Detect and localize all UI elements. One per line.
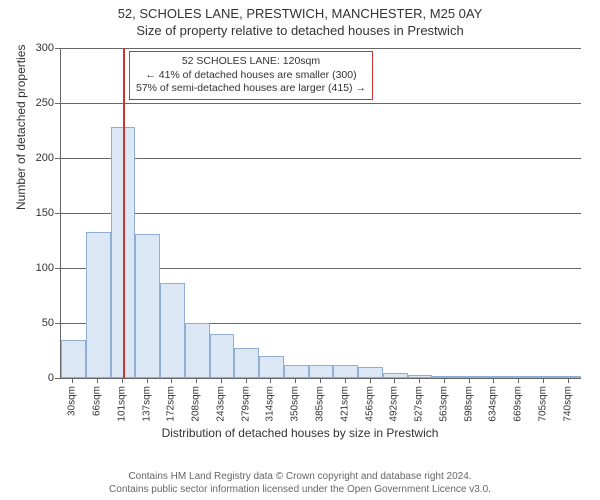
annotation-line2: ← 41% of detached houses are smaller (30… — [136, 69, 366, 83]
histogram-bar — [86, 232, 111, 378]
xtick-label: 279sqm — [240, 386, 251, 422]
xtick-label: 527sqm — [414, 386, 425, 422]
histogram-bar — [284, 365, 309, 378]
xtick-mark — [493, 378, 494, 383]
xtick-mark — [147, 378, 148, 383]
xtick-mark — [97, 378, 98, 383]
xtick-mark — [469, 378, 470, 383]
xtick-mark — [122, 378, 123, 383]
xtick-mark — [444, 378, 445, 383]
plot-area: 52 SCHOLES LANE: 120sqm ← 41% of detache… — [60, 48, 581, 379]
xtick-mark — [270, 378, 271, 383]
page-title-address: 52, SCHOLES LANE, PRESTWICH, MANCHESTER,… — [0, 0, 600, 21]
xtick-label: 243sqm — [215, 386, 226, 422]
ytick-label: 0 — [48, 372, 54, 384]
reference-line — [123, 48, 125, 378]
xtick-mark — [72, 378, 73, 383]
x-axis-label: Distribution of detached houses by size … — [0, 426, 600, 440]
annotation-line1: 52 SCHOLES LANE: 120sqm — [136, 55, 366, 69]
xtick-label: 740sqm — [562, 386, 573, 422]
xtick-label: 563sqm — [438, 386, 449, 422]
histogram-chart: 52 SCHOLES LANE: 120sqm ← 41% of detache… — [60, 48, 580, 408]
y-axis-label: Number of detached properties — [14, 45, 28, 210]
histogram-bar — [333, 365, 358, 378]
histogram-bar — [408, 375, 433, 378]
histogram-bar — [61, 340, 86, 379]
histogram-bar — [556, 376, 581, 378]
xtick-label: 669sqm — [513, 386, 524, 422]
xtick-mark — [518, 378, 519, 383]
xtick-label: 705sqm — [537, 386, 548, 422]
histogram-bar — [135, 234, 160, 378]
xtick-label: 208sqm — [191, 386, 202, 422]
footer-line1: Contains HM Land Registry data © Crown c… — [0, 470, 600, 483]
histogram-bar — [210, 334, 235, 378]
xtick-mark — [568, 378, 569, 383]
annotation-line3: 57% of semi-detached houses are larger (… — [136, 82, 366, 96]
histogram-bar — [185, 323, 210, 378]
histogram-bar — [358, 367, 383, 378]
xtick-mark — [419, 378, 420, 383]
xtick-mark — [196, 378, 197, 383]
ytick-label: 150 — [36, 207, 54, 219]
histogram-bar — [507, 376, 532, 378]
ytick-mark — [55, 48, 60, 49]
xtick-label: 172sqm — [166, 386, 177, 422]
xtick-mark — [171, 378, 172, 383]
xtick-label: 314sqm — [265, 386, 276, 422]
ytick-mark — [55, 378, 60, 379]
xtick-label: 492sqm — [389, 386, 400, 422]
xtick-mark — [221, 378, 222, 383]
ytick-mark — [55, 268, 60, 269]
xtick-mark — [370, 378, 371, 383]
ytick-label: 50 — [42, 317, 54, 329]
histogram-bar — [457, 376, 482, 378]
xtick-label: 456sqm — [364, 386, 375, 422]
annotation-box: 52 SCHOLES LANE: 120sqm ← 41% of detache… — [129, 51, 373, 100]
xtick-label: 598sqm — [463, 386, 474, 422]
xtick-label: 634sqm — [488, 386, 499, 422]
xtick-mark — [394, 378, 395, 383]
xtick-mark — [320, 378, 321, 383]
xtick-mark — [246, 378, 247, 383]
ytick-label: 100 — [36, 262, 54, 274]
ytick-label: 200 — [36, 152, 54, 164]
ytick-mark — [55, 323, 60, 324]
footer-line2: Contains public sector information licen… — [0, 483, 600, 496]
xtick-label: 385sqm — [315, 386, 326, 422]
histogram-bar — [532, 376, 557, 378]
histogram-bar — [432, 376, 457, 378]
xtick-label: 30sqm — [67, 386, 78, 416]
xtick-mark — [345, 378, 346, 383]
histogram-bar — [482, 376, 507, 378]
xtick-label: 137sqm — [141, 386, 152, 422]
histogram-bar — [309, 365, 334, 378]
page-title-subtitle: Size of property relative to detached ho… — [0, 21, 600, 38]
histogram-bar — [160, 283, 185, 378]
ytick-mark — [55, 103, 60, 104]
ytick-label: 250 — [36, 97, 54, 109]
xtick-label: 66sqm — [92, 386, 103, 416]
xtick-mark — [543, 378, 544, 383]
histogram-bar — [259, 356, 284, 378]
xtick-label: 101sqm — [116, 386, 127, 422]
ytick-label: 300 — [36, 42, 54, 54]
ytick-mark — [55, 213, 60, 214]
footer-attribution: Contains HM Land Registry data © Crown c… — [0, 470, 600, 496]
xtick-label: 421sqm — [339, 386, 350, 422]
xtick-mark — [295, 378, 296, 383]
xtick-label: 350sqm — [290, 386, 301, 422]
histogram-bar — [234, 348, 259, 378]
histogram-bar — [383, 373, 408, 379]
ytick-mark — [55, 158, 60, 159]
